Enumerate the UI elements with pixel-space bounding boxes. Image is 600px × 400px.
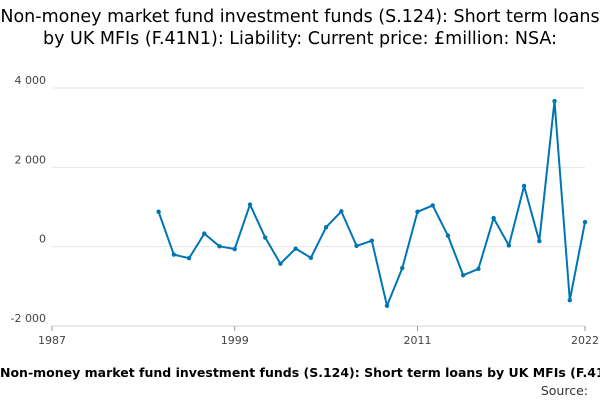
data-point xyxy=(506,243,512,248)
x-tick-label: 1987 xyxy=(38,334,66,347)
data-point xyxy=(491,215,496,221)
data-point xyxy=(156,209,161,214)
data-point xyxy=(567,298,572,303)
y-tick-label: 4 000 xyxy=(15,74,47,87)
data-point xyxy=(537,238,542,244)
y-tick-label: -2 000 xyxy=(11,312,46,325)
data-point xyxy=(445,233,451,238)
source-label: Source: xyxy=(540,383,588,398)
y-tick-label: 0 xyxy=(39,233,46,246)
series-line xyxy=(157,100,586,307)
data-point xyxy=(202,231,207,236)
x-tick-label: 1999 xyxy=(221,334,249,347)
data-point xyxy=(263,235,268,240)
data-point xyxy=(400,265,405,271)
x-axis-title: Non-money market fund investment funds (… xyxy=(0,365,600,380)
tick-labels: -2 000 0 2 000 4 000 1987 1999 2011 2022 xyxy=(11,74,599,347)
data-point xyxy=(339,209,344,214)
data-point xyxy=(430,203,435,208)
data-point xyxy=(354,243,359,249)
data-point xyxy=(186,255,192,261)
data-point xyxy=(521,183,527,189)
series-line-group xyxy=(156,98,588,308)
chart-title: Non-money market fund investment funds (… xyxy=(0,7,600,49)
data-point xyxy=(232,246,237,252)
x-tick-label: 2011 xyxy=(403,334,431,347)
x-tick-label: 2022 xyxy=(571,334,599,347)
grid-lines xyxy=(52,87,585,327)
data-point xyxy=(384,303,390,308)
data-point xyxy=(278,261,283,266)
data-point xyxy=(369,238,374,243)
y-tick-label: 2 000 xyxy=(15,153,47,166)
data-point xyxy=(171,252,177,257)
data-point xyxy=(323,225,329,230)
data-point xyxy=(552,98,557,104)
data-point xyxy=(415,209,420,214)
data-point xyxy=(460,273,466,278)
data-point xyxy=(308,255,314,260)
x-axis xyxy=(51,326,586,331)
data-point xyxy=(217,244,222,249)
data-point xyxy=(293,246,298,251)
data-point xyxy=(582,219,588,225)
data-point xyxy=(476,266,481,272)
data-point xyxy=(247,202,253,207)
